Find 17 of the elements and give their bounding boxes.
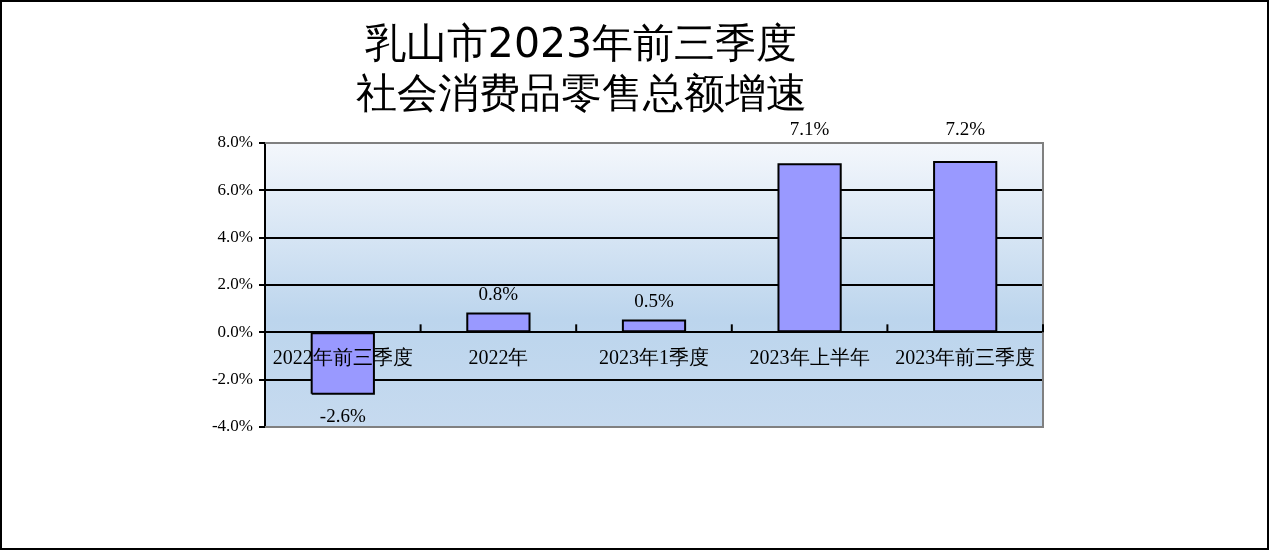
y-tick-label: 4.0% xyxy=(217,227,253,247)
x-tick-label: 2023年前三季度 xyxy=(895,345,1036,368)
y-tick-label: 6.0% xyxy=(217,179,253,199)
chart-title: 乳山市2023年前三季度社会消费品零售总额增速 xyxy=(354,18,808,118)
data-label: 0.8% xyxy=(478,282,519,304)
y-tick-label: -2.0% xyxy=(211,369,253,389)
y-tick-label: 8.0% xyxy=(217,132,253,152)
x-tick-label: 2023年1季度 xyxy=(599,345,709,368)
data-label: -2.6% xyxy=(319,405,366,427)
data-label: 0.5% xyxy=(634,289,674,311)
data-label: 7.1% xyxy=(789,118,830,140)
x-tick-label: 2022年 xyxy=(468,345,529,368)
y-tick-label: 2.0% xyxy=(217,274,253,294)
y-tick-label: -4.0% xyxy=(211,416,253,436)
y-tick-label: 0.0% xyxy=(217,321,253,341)
x-tick-label: 2023年上半年 xyxy=(749,345,870,368)
data-label: 7.2% xyxy=(945,118,986,140)
